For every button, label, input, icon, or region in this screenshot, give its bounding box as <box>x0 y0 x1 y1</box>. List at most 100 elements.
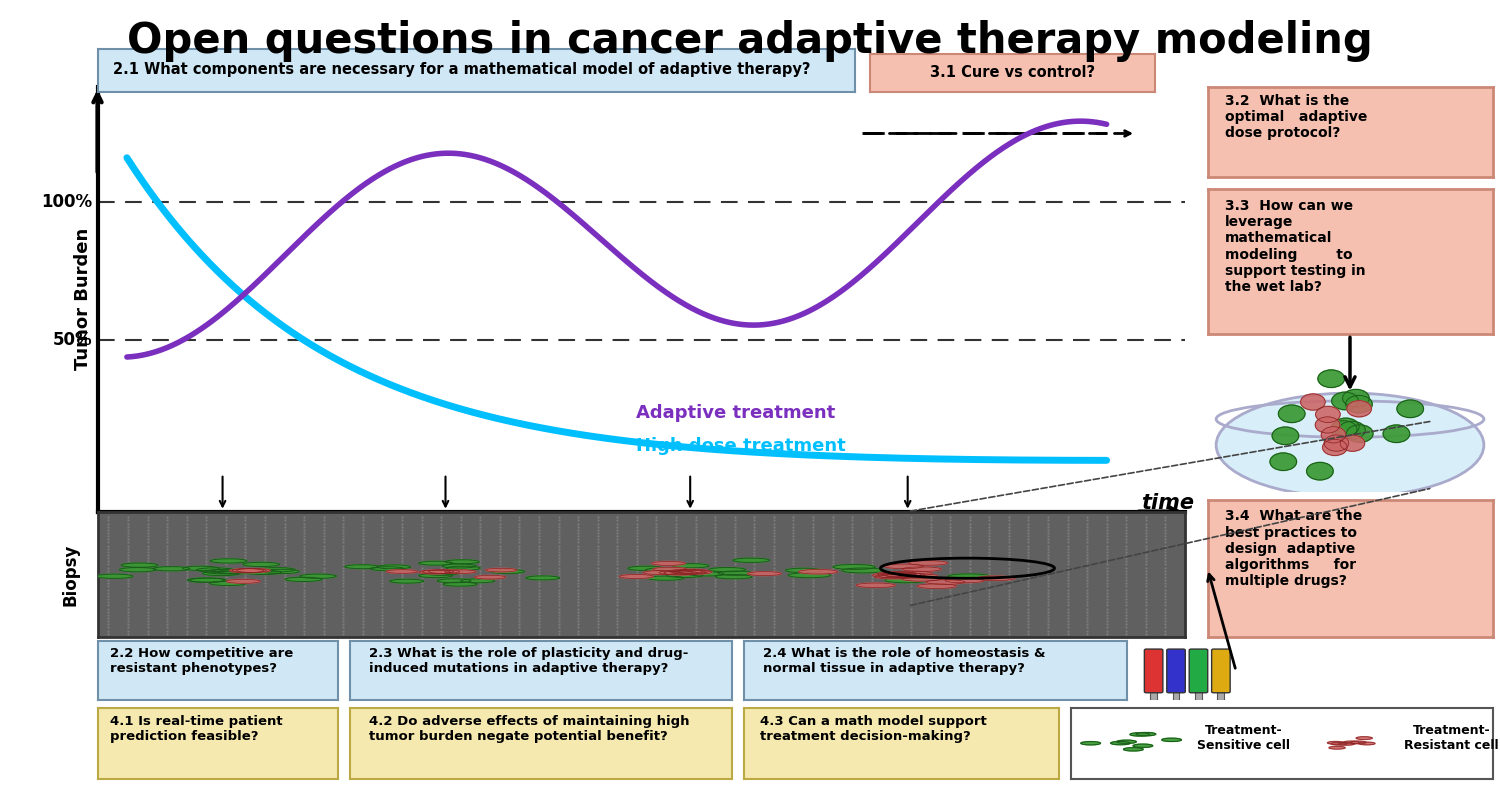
Circle shape <box>460 579 495 582</box>
Circle shape <box>620 575 654 578</box>
Circle shape <box>669 569 702 573</box>
Circle shape <box>300 574 336 578</box>
Circle shape <box>1110 741 1131 745</box>
Circle shape <box>436 578 471 582</box>
Circle shape <box>183 566 219 571</box>
Text: 100%: 100% <box>40 194 92 212</box>
Circle shape <box>419 561 453 565</box>
Circle shape <box>798 570 837 574</box>
Text: 2.1 What components are necessary for a mathematical model of adaptive therapy?: 2.1 What components are necessary for a … <box>112 62 810 77</box>
Text: Treatment-
Resistant cell: Treatment- Resistant cell <box>1404 724 1498 752</box>
Circle shape <box>1116 740 1137 744</box>
Circle shape <box>237 568 270 572</box>
Circle shape <box>243 562 279 567</box>
Circle shape <box>678 571 712 575</box>
Circle shape <box>788 573 831 578</box>
Circle shape <box>747 571 782 575</box>
Circle shape <box>1340 435 1365 451</box>
Circle shape <box>945 578 984 582</box>
Circle shape <box>833 564 876 570</box>
Circle shape <box>189 578 226 582</box>
Circle shape <box>885 578 927 582</box>
Circle shape <box>258 567 296 572</box>
Circle shape <box>1346 395 1372 413</box>
Circle shape <box>230 569 264 573</box>
Circle shape <box>1338 742 1354 745</box>
Circle shape <box>442 582 477 586</box>
Circle shape <box>1328 741 1344 745</box>
Circle shape <box>370 567 405 571</box>
Circle shape <box>419 574 453 578</box>
Circle shape <box>196 568 234 572</box>
Text: 3.2  What is the
optimal   adaptive
dose protocol?: 3.2 What is the optimal adaptive dose pr… <box>1224 94 1366 140</box>
Text: Biopsy: Biopsy <box>62 543 80 606</box>
Circle shape <box>1332 418 1359 436</box>
FancyBboxPatch shape <box>1190 649 1208 693</box>
Circle shape <box>874 575 914 579</box>
Circle shape <box>1278 405 1305 423</box>
Circle shape <box>734 558 770 563</box>
Circle shape <box>873 573 912 578</box>
Circle shape <box>1306 463 1334 480</box>
Circle shape <box>1383 425 1410 442</box>
Circle shape <box>423 570 453 574</box>
Circle shape <box>886 573 926 578</box>
Circle shape <box>210 559 248 563</box>
Circle shape <box>652 567 687 571</box>
Circle shape <box>1162 738 1182 741</box>
Circle shape <box>206 570 242 574</box>
Circle shape <box>486 568 518 572</box>
Circle shape <box>926 580 964 584</box>
Text: Treatment-
Sensitive cell: Treatment- Sensitive cell <box>1197 724 1290 752</box>
Circle shape <box>387 570 417 573</box>
Circle shape <box>687 571 724 576</box>
Circle shape <box>902 577 940 581</box>
Circle shape <box>285 577 322 582</box>
Circle shape <box>424 571 459 575</box>
Text: 4.1 Is real-time patient
prediction feasible?: 4.1 Is real-time patient prediction feas… <box>110 715 282 744</box>
Circle shape <box>217 570 255 574</box>
Circle shape <box>525 576 560 580</box>
Circle shape <box>474 575 506 579</box>
Bar <box>1196 689 1202 700</box>
Circle shape <box>892 571 933 575</box>
Circle shape <box>1270 453 1296 471</box>
Text: 2.3 What is the role of plasticity and drug-
induced mutations in adaptive thera: 2.3 What is the role of plasticity and d… <box>369 647 688 675</box>
Circle shape <box>976 576 1016 581</box>
Circle shape <box>210 582 246 586</box>
Circle shape <box>226 579 261 583</box>
Circle shape <box>675 569 710 573</box>
Circle shape <box>1332 392 1359 410</box>
Text: 3.1 Cure vs control?: 3.1 Cure vs control? <box>930 65 1095 80</box>
Circle shape <box>444 570 476 574</box>
Circle shape <box>188 578 224 582</box>
Circle shape <box>122 563 158 567</box>
Text: 2.4 What is the role of homeostasis &
normal tissue in adaptive therapy?: 2.4 What is the role of homeostasis & no… <box>764 647 1046 675</box>
Circle shape <box>1082 741 1101 745</box>
Bar <box>1218 689 1224 700</box>
Circle shape <box>244 571 282 575</box>
Circle shape <box>429 570 462 574</box>
Circle shape <box>1316 417 1340 433</box>
Circle shape <box>644 571 676 575</box>
Circle shape <box>627 566 664 571</box>
Circle shape <box>1347 425 1372 442</box>
Circle shape <box>909 560 948 565</box>
Circle shape <box>856 583 895 588</box>
Circle shape <box>1132 744 1154 748</box>
Circle shape <box>878 571 916 576</box>
Circle shape <box>1350 741 1366 744</box>
Circle shape <box>419 571 450 574</box>
Circle shape <box>345 565 380 569</box>
Text: High dose treatment: High dose treatment <box>636 437 846 455</box>
Circle shape <box>882 572 921 577</box>
Circle shape <box>842 568 885 573</box>
Circle shape <box>376 565 411 569</box>
Circle shape <box>716 575 752 578</box>
Y-axis label: Tumor Burden: Tumor Burden <box>74 228 92 370</box>
Circle shape <box>646 576 684 580</box>
Circle shape <box>786 568 822 572</box>
Circle shape <box>658 571 693 575</box>
Circle shape <box>1316 406 1340 423</box>
Circle shape <box>1342 390 1370 407</box>
